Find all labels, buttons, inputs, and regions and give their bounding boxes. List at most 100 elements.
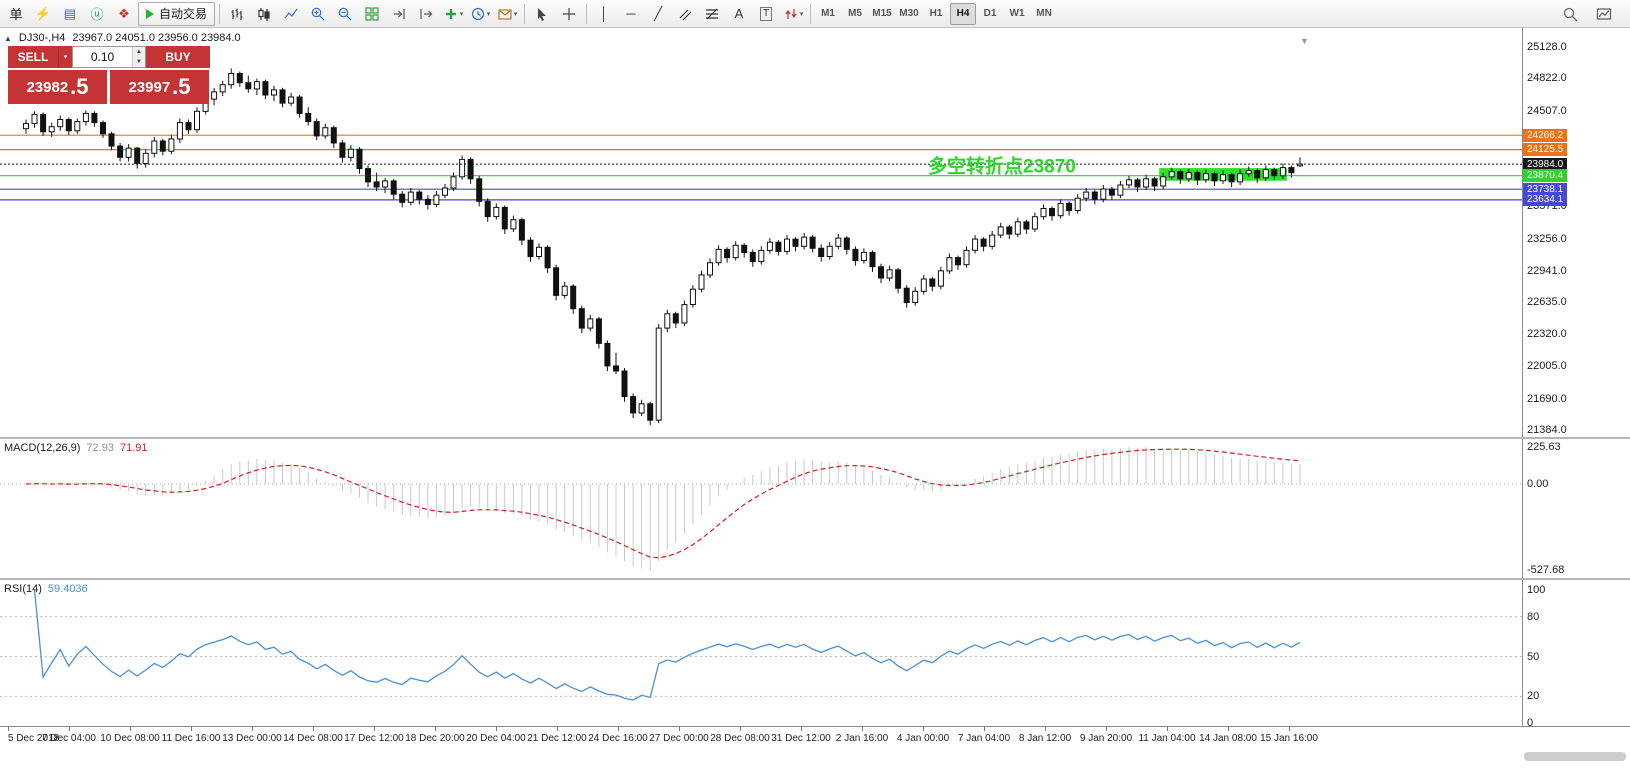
rsi-chart-svg[interactable]: [0, 580, 1522, 726]
time-label: 7 Jan 04:00: [957, 733, 1011, 744]
timeframe-m15-button[interactable]: M15: [872, 8, 892, 19]
price-axis: 25128.0 24822.0 24507.0 23571.0 23256.0 22941…: [1522, 28, 1630, 437]
zoom-in-button[interactable]: [305, 3, 331, 25]
templates-button[interactable]: ▾: [494, 3, 520, 25]
chart-shift-icon: [420, 8, 433, 19]
macd-panel[interactable]: MACD(12,26,9) 72.93 71.91: [0, 439, 1522, 578]
new-order-button[interactable]: 单: [9, 7, 23, 22]
periods-button[interactable]: ▾: [467, 3, 493, 25]
channel-button[interactable]: [672, 3, 698, 25]
bar-chart-button[interactable]: [224, 3, 250, 25]
cursor-icon: [538, 7, 547, 21]
volume-stepper: ▲ ▼: [72, 46, 146, 68]
search-icon[interactable]: [1557, 3, 1583, 25]
price-axis-label: 24822.0: [1527, 72, 1567, 84]
time-label: 20 Dec 04:00: [466, 733, 526, 744]
rsi-line: [33, 589, 1301, 701]
horizontal-line-button[interactable]: ─: [626, 6, 636, 21]
periods-icon: [471, 7, 484, 20]
price-tag-23984.0: 23984.0: [1523, 158, 1568, 171]
ohlc-values: 23967.0 24051.0 23956.0 23984.0: [72, 32, 241, 44]
panel-splitter[interactable]: [0, 437, 1630, 439]
collapse-arrow-icon[interactable]: ▲: [4, 33, 12, 43]
timeframe-m30-button[interactable]: M30: [899, 8, 919, 19]
time-label: 5 Dec 2018: [8, 733, 60, 744]
buy-price-display[interactable]: 23997.5: [110, 70, 209, 104]
zoom-out-icon: [338, 7, 352, 20]
sell-price-display[interactable]: 23982.5: [8, 70, 107, 104]
time-label: 11 Jan 04:00: [1138, 733, 1196, 744]
macd-axis-label: 0.00: [1527, 478, 1549, 490]
time-label: 21 Dec 12:00: [527, 733, 587, 744]
line-chart-button[interactable]: [278, 3, 304, 25]
time-tick: [1289, 727, 1290, 731]
time-tick: [435, 727, 436, 731]
text-button[interactable]: A: [734, 6, 744, 21]
chart-annotation[interactable]: 多空转折点23870: [928, 154, 1076, 177]
volume-down-button[interactable]: ▼: [133, 57, 145, 67]
fibonacci-button[interactable]: [699, 3, 725, 25]
price-axis-label: 21384.0: [1527, 424, 1567, 436]
toolbar-separator: [524, 3, 526, 24]
crosshair-button[interactable]: [556, 3, 582, 25]
text-label-button[interactable]: T: [753, 3, 779, 25]
auto-scroll-icon: [394, 8, 405, 19]
arrows-button[interactable]: ▾: [780, 3, 806, 25]
volume-input[interactable]: [73, 47, 132, 67]
buy-button[interactable]: BUY: [146, 46, 210, 68]
zoom-in-icon: [311, 7, 325, 20]
rsi-panel[interactable]: RSI(14) 59.4036: [0, 580, 1522, 726]
time-tick: [69, 727, 70, 731]
chart-window-icon[interactable]: [1591, 3, 1617, 25]
auto-scroll-button[interactable]: [386, 3, 412, 25]
horizontal-scrollbar-thumb[interactable]: [1524, 752, 1626, 761]
community-icon[interactable]: ⓤ: [90, 7, 104, 22]
timeframe-m1-button[interactable]: M1: [821, 8, 835, 19]
trendline-button[interactable]: ╱: [654, 5, 662, 21]
macd-value-signal: 71.91: [119, 442, 148, 454]
timeframe-w1-button[interactable]: W1: [1009, 8, 1025, 19]
cursor-button[interactable]: [529, 3, 555, 25]
macd-value-main: 72.93: [86, 442, 114, 454]
line-chart-icon: [284, 8, 298, 18]
rsi-axis-label: 50: [1527, 651, 1540, 663]
price-axis-label: 22320.0: [1527, 328, 1567, 340]
macd-chart-svg[interactable]: [0, 439, 1522, 578]
price-chart-svg[interactable]: 多空转折点23870: [0, 28, 1522, 437]
sell-options-caret[interactable]: ▾: [58, 46, 72, 68]
main-chart-panel[interactable]: ▲ DJ30-,H4 23967.0 24051.0 23956.0 23984…: [0, 28, 1522, 437]
timeframe-mn-button[interactable]: MN: [1036, 8, 1052, 19]
chart-shift-button[interactable]: [413, 3, 439, 25]
time-label: 14 Dec 08:00: [283, 733, 343, 744]
timeframe-d1-button[interactable]: D1: [983, 8, 997, 19]
price-tag-23870.4: 23870.4: [1523, 169, 1568, 182]
timeframe-m5-button[interactable]: M5: [848, 8, 862, 19]
auto-trading-button[interactable]: 自动交易: [138, 1, 216, 26]
volume-up-button[interactable]: ▲: [133, 47, 145, 57]
time-tick: [313, 727, 314, 731]
toolbar-separator: [586, 3, 588, 24]
candlestick-chart-button[interactable]: [251, 3, 277, 25]
panel-splitter[interactable]: [0, 578, 1630, 580]
templates-icon: [498, 8, 512, 20]
market-watch-icon[interactable]: ▤: [63, 5, 77, 21]
quick-trade-icon[interactable]: ⚡: [34, 5, 52, 21]
time-tick: [1228, 727, 1229, 731]
play-icon: [146, 8, 154, 19]
timeframe-h4-button[interactable]: H4: [950, 2, 977, 25]
time-label: 17 Dec 12:00: [344, 733, 404, 744]
auto-trading-label: 自动交易: [159, 7, 208, 21]
channel-icon: [679, 9, 692, 20]
timeframe-h1-button[interactable]: H1: [929, 8, 943, 19]
news-icon[interactable]: ❖: [118, 5, 130, 21]
vertical-line-button[interactable]: │: [599, 6, 609, 21]
zoom-out-button[interactable]: [332, 3, 358, 25]
chart-shift-marker[interactable]: ▼: [1300, 36, 1309, 46]
add-indicator-button[interactable]: ▾: [440, 3, 466, 25]
sell-button[interactable]: SELL: [8, 46, 58, 68]
tile-windows-button[interactable]: [359, 3, 385, 25]
time-tick: [557, 727, 558, 731]
chart-title: ▲ DJ30-,H4 23967.0 24051.0 23956.0 23984…: [4, 32, 241, 44]
macd-histogram: [34, 447, 1301, 571]
